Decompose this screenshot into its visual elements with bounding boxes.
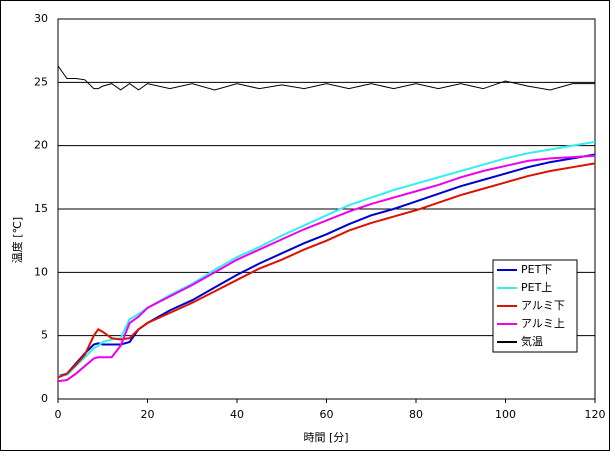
- x-tick-label: 80: [409, 408, 423, 421]
- y-tick-label: 20: [34, 139, 48, 152]
- x-tick-label: 40: [230, 408, 244, 421]
- x-tick-label: 20: [141, 408, 155, 421]
- legend-label: PET下: [521, 263, 552, 276]
- y-tick-label: 30: [34, 12, 48, 25]
- y-axis-label: 温度 [℃]: [10, 217, 24, 263]
- series-line: [57, 65, 595, 91]
- series-line: [57, 140, 596, 378]
- x-tick-label: 0: [55, 408, 62, 421]
- legend-label: 気温: [521, 334, 543, 348]
- series-line: [57, 162, 596, 379]
- y-tick-label: 0: [41, 392, 48, 405]
- y-tick-label: 25: [34, 75, 48, 88]
- series-line: [57, 153, 596, 378]
- y-tick-label: 10: [34, 265, 48, 278]
- x-tick-label: 120: [585, 408, 606, 421]
- x-tick-label: 60: [320, 408, 334, 421]
- legend-label: アルミ下: [521, 299, 565, 312]
- y-tick-label: 5: [41, 329, 48, 342]
- y-tick-label: 15: [34, 202, 48, 215]
- legend-label: PET上: [521, 281, 552, 294]
- series-line: [57, 154, 596, 383]
- plot-area: [57, 18, 596, 400]
- x-axis-label: 時間 [分]: [303, 431, 348, 444]
- x-tick-label: 100: [495, 408, 516, 421]
- legend-label: アルミ上: [521, 317, 565, 330]
